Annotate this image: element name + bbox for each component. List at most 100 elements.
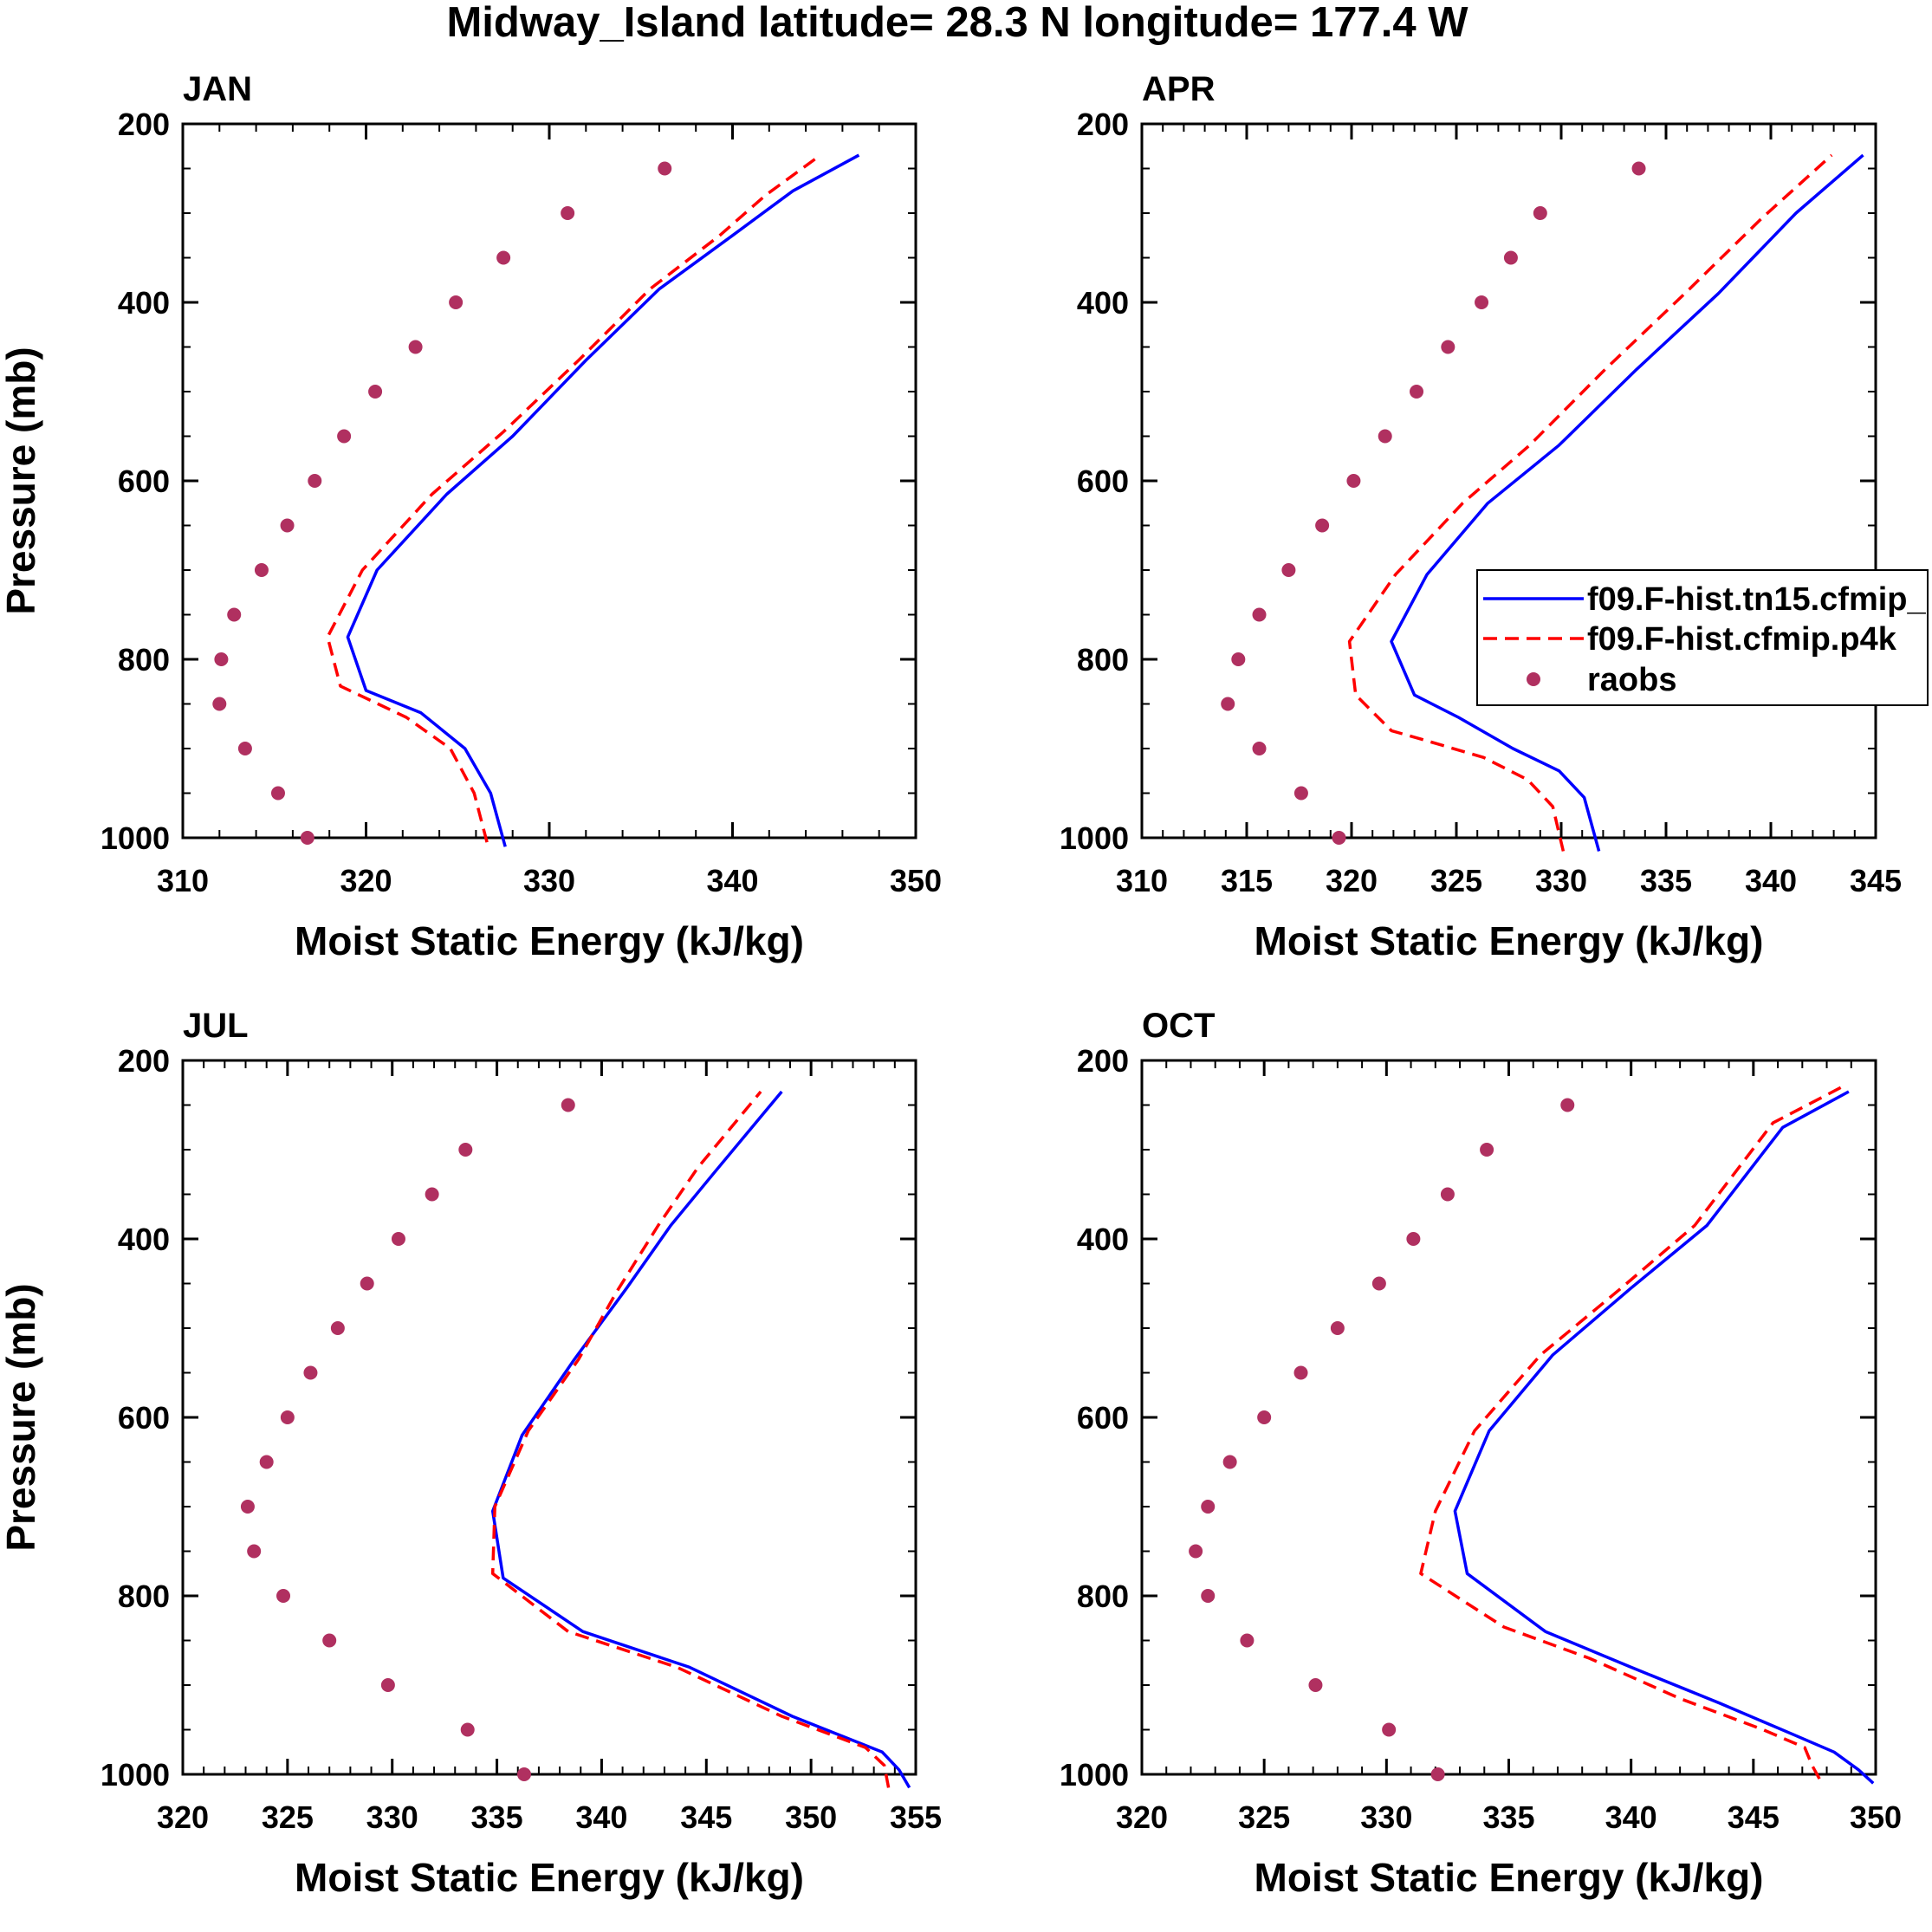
raobs-point bbox=[308, 474, 322, 488]
x-tick-label: 330 bbox=[523, 863, 575, 898]
x-tick-label: 345 bbox=[680, 1799, 732, 1835]
raobs-point bbox=[227, 607, 242, 622]
panel-jan: JAN 310 320 330 340 350 200 400 600 800 1000 Moist… bbox=[0, 70, 942, 963]
y-tick-label: 800 bbox=[118, 1579, 170, 1614]
raobs-point bbox=[1201, 1500, 1216, 1514]
raobs-point bbox=[254, 563, 269, 577]
y-tick-label: 1000 bbox=[100, 1757, 170, 1793]
raobs-point bbox=[1293, 786, 1308, 801]
x-tick-label: 330 bbox=[1360, 1799, 1412, 1835]
x-axis-label-jul: Moist Static Energy (kJ/kg) bbox=[295, 1855, 804, 1900]
raobs-point bbox=[1441, 340, 1455, 354]
raobs-point bbox=[337, 429, 352, 444]
control-line-jan bbox=[346, 153, 860, 847]
y-tick-label: 800 bbox=[1077, 642, 1129, 677]
p4k-line-apr bbox=[1347, 153, 1833, 852]
raobs-point bbox=[380, 1678, 395, 1692]
raobs-point bbox=[1440, 1187, 1455, 1202]
raobs-point bbox=[1308, 1678, 1323, 1692]
x-tick-label: 320 bbox=[1326, 863, 1378, 898]
y-tick-label: 1000 bbox=[1060, 820, 1129, 856]
x-tick-label: 350 bbox=[890, 863, 942, 898]
raobs-point bbox=[1330, 1321, 1345, 1335]
x-axis-label-oct: Moist Static Energy (kJ/kg) bbox=[1255, 1855, 1764, 1900]
raobs-point bbox=[1560, 1098, 1575, 1112]
y-tick-label: 1000 bbox=[1060, 1757, 1129, 1793]
x-tick-label: 335 bbox=[1482, 1799, 1534, 1835]
control-line-jul bbox=[490, 1090, 911, 1789]
raobs-point bbox=[368, 385, 383, 399]
x-tick-label: 310 bbox=[157, 863, 209, 898]
raobs-point bbox=[1222, 1455, 1237, 1469]
y-tick-label: 400 bbox=[1077, 1222, 1129, 1257]
panel-title-jan: JAN bbox=[183, 70, 252, 108]
raobs-point bbox=[1503, 250, 1518, 265]
p4k-line-jul bbox=[490, 1090, 891, 1788]
raobs-point bbox=[1315, 518, 1330, 533]
raobs-point bbox=[1382, 1722, 1397, 1737]
x-tick-label: 350 bbox=[1850, 1799, 1902, 1835]
x-tick-label: 335 bbox=[471, 1799, 523, 1835]
x-tick-label: 315 bbox=[1221, 863, 1273, 898]
raobs-point bbox=[1257, 1410, 1272, 1424]
raobs-point bbox=[449, 295, 464, 309]
raobs-point bbox=[1332, 831, 1346, 845]
raobs-point bbox=[391, 1232, 405, 1246]
raobs-point bbox=[1475, 295, 1489, 309]
raobs-point bbox=[280, 1410, 295, 1424]
legend-label-2: raobs bbox=[1587, 662, 1676, 698]
x-tick-label: 340 bbox=[1605, 1799, 1657, 1835]
raobs-point bbox=[1371, 1276, 1386, 1291]
y-tick-label: 800 bbox=[1077, 1579, 1129, 1614]
x-tick-label: 320 bbox=[1116, 1799, 1168, 1835]
raobs-point bbox=[1533, 206, 1547, 220]
raobs-point bbox=[360, 1276, 374, 1291]
raobs-point bbox=[1189, 1544, 1203, 1559]
y-tick-label: 400 bbox=[118, 1222, 170, 1257]
raobs-point bbox=[330, 1321, 345, 1335]
raobs-point bbox=[516, 1767, 531, 1781]
y-tick-label: 200 bbox=[118, 107, 170, 142]
raobs-point bbox=[1631, 161, 1646, 176]
x-tick-label: 355 bbox=[890, 1799, 942, 1835]
x-tick-label: 335 bbox=[1640, 863, 1692, 898]
y-tick-label: 800 bbox=[118, 642, 170, 677]
raobs-point bbox=[458, 1143, 473, 1157]
x-axis-label-apr: Moist Static Energy (kJ/kg) bbox=[1255, 918, 1764, 963]
raobs-point bbox=[300, 831, 314, 845]
x-axis-label-jan: Moist Static Energy (kJ/kg) bbox=[295, 918, 804, 963]
y-tick-label: 600 bbox=[118, 464, 170, 499]
raobs-point bbox=[460, 1722, 475, 1737]
x-tick-label: 350 bbox=[785, 1799, 837, 1835]
plot-frame-apr bbox=[1140, 122, 1877, 840]
raobs-point bbox=[270, 786, 285, 801]
raobs-point bbox=[214, 652, 229, 666]
control-line-oct bbox=[1453, 1090, 1875, 1785]
panel-title-apr: APR bbox=[1142, 70, 1216, 108]
x-tick-label: 325 bbox=[262, 1799, 314, 1835]
panel-apr: APR 310 315 320 325 330 335 340 345 200 400 600 800… bbox=[1060, 70, 1902, 963]
x-tick-label: 325 bbox=[1238, 1799, 1290, 1835]
raobs-point bbox=[561, 206, 575, 220]
legend: f09.F-hist.tn15.cfmip_ f09.F-hist.cfmip.… bbox=[1476, 569, 1929, 706]
raobs-point bbox=[1480, 1143, 1494, 1157]
x-tick-label: 340 bbox=[1745, 863, 1797, 898]
raobs-point bbox=[303, 1365, 318, 1380]
panel-title-jul: JUL bbox=[183, 1007, 249, 1045]
y-tick-label: 400 bbox=[118, 285, 170, 321]
x-tick-label: 345 bbox=[1728, 1799, 1780, 1835]
raobs-point bbox=[496, 250, 511, 265]
legend-label-1: f09.F-hist.cfmip.p4k bbox=[1587, 621, 1897, 658]
raobs-point bbox=[1281, 563, 1296, 577]
legend-swatch-dot bbox=[1527, 672, 1540, 686]
legend-label-0: f09.F-hist.tn15.cfmip_ bbox=[1587, 581, 1926, 618]
raobs-point bbox=[408, 340, 423, 354]
y-tick-label: 200 bbox=[1077, 1043, 1129, 1079]
raobs-point bbox=[1221, 697, 1235, 711]
x-tick-label: 320 bbox=[157, 1799, 209, 1835]
raobs-point bbox=[658, 161, 672, 176]
panel-title-oct: OCT bbox=[1142, 1007, 1215, 1045]
raobs-point bbox=[561, 1098, 575, 1112]
raobs-point bbox=[322, 1633, 337, 1648]
